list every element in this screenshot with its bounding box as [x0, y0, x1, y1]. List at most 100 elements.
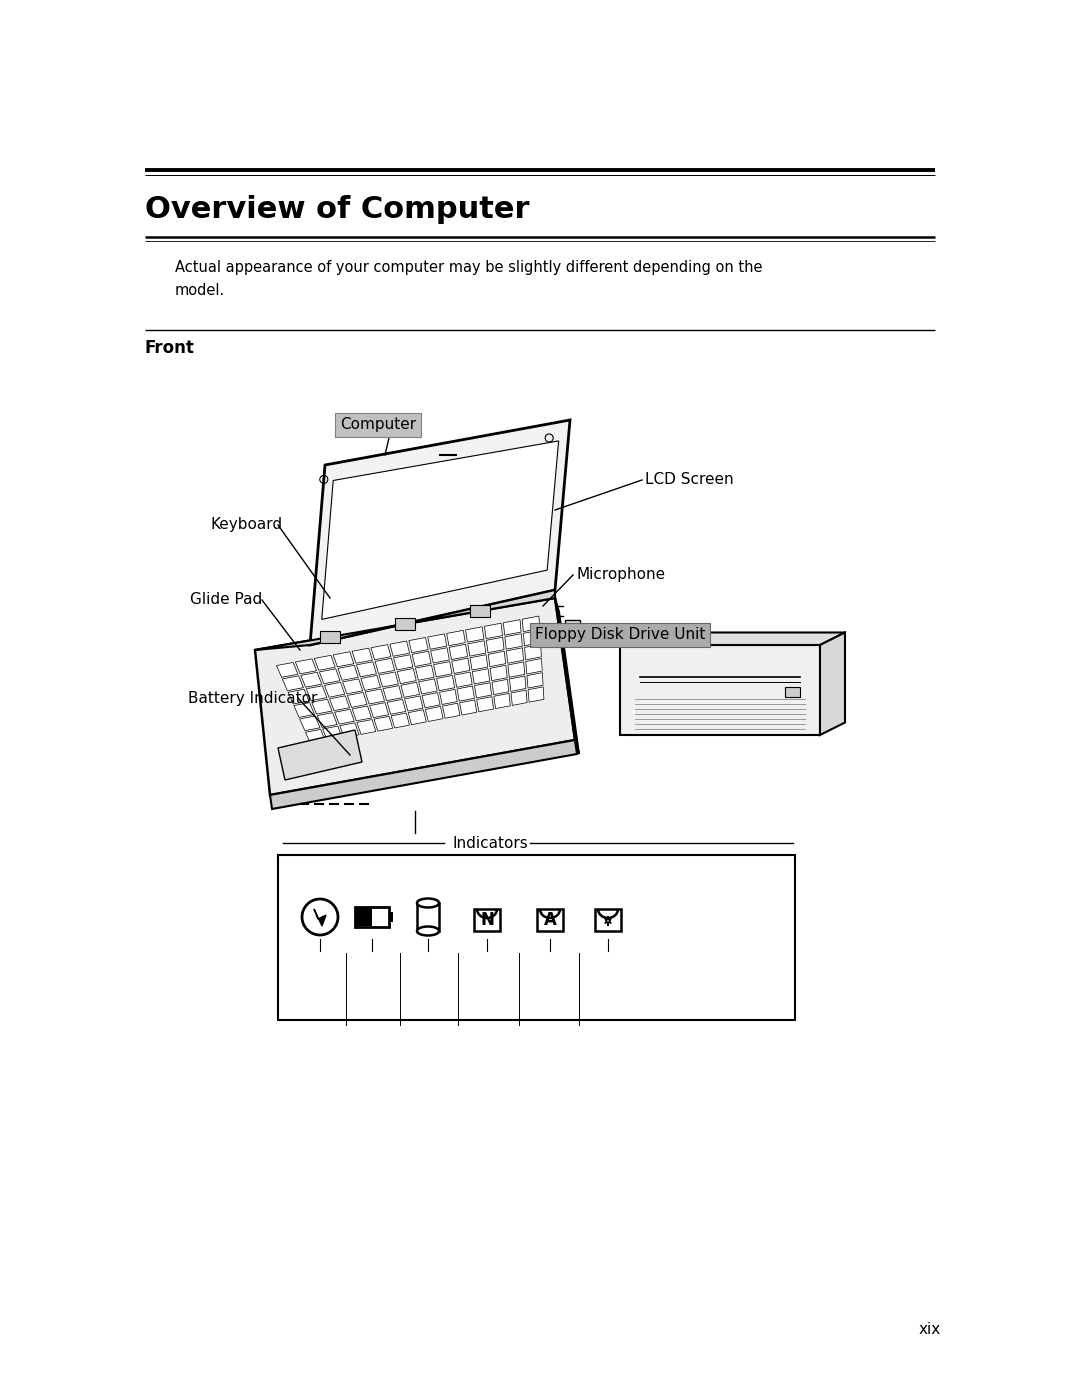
Polygon shape	[449, 644, 468, 659]
Polygon shape	[474, 683, 491, 698]
Polygon shape	[526, 658, 542, 673]
Polygon shape	[288, 689, 309, 704]
Ellipse shape	[417, 926, 438, 936]
Polygon shape	[334, 652, 354, 666]
Polygon shape	[447, 630, 465, 645]
Polygon shape	[494, 693, 511, 708]
Text: Actual appearance of your computer may be slightly different depending on the
mo: Actual appearance of your computer may b…	[175, 260, 762, 299]
Bar	[395, 617, 415, 630]
Polygon shape	[329, 696, 350, 711]
Polygon shape	[465, 627, 484, 643]
Polygon shape	[314, 655, 335, 671]
Polygon shape	[282, 676, 303, 690]
Text: xix: xix	[919, 1323, 941, 1337]
Text: A: A	[543, 911, 556, 929]
Polygon shape	[397, 669, 416, 683]
Polygon shape	[413, 651, 431, 666]
Polygon shape	[528, 687, 544, 703]
Polygon shape	[374, 717, 393, 731]
Polygon shape	[443, 703, 460, 718]
Polygon shape	[276, 662, 298, 678]
Bar	[355, 907, 389, 928]
Polygon shape	[426, 707, 443, 721]
Bar	[565, 620, 580, 636]
Text: Caps Lock: Caps Lock	[515, 963, 585, 977]
Polygon shape	[296, 659, 316, 673]
Polygon shape	[504, 634, 523, 650]
Polygon shape	[460, 700, 476, 715]
Polygon shape	[511, 690, 527, 705]
Text: Overview of Computer: Overview of Computer	[145, 196, 529, 224]
Polygon shape	[436, 676, 455, 690]
Polygon shape	[294, 703, 314, 717]
Text: Battery Power: Battery Power	[351, 1000, 449, 1014]
Polygon shape	[348, 693, 367, 707]
Polygon shape	[488, 651, 505, 666]
Polygon shape	[352, 648, 373, 664]
Polygon shape	[356, 719, 376, 735]
Polygon shape	[468, 641, 486, 657]
Bar	[537, 909, 563, 930]
Polygon shape	[503, 620, 521, 636]
Polygon shape	[476, 697, 494, 712]
Polygon shape	[523, 616, 540, 631]
Polygon shape	[485, 623, 502, 638]
Bar	[320, 631, 340, 643]
Polygon shape	[383, 686, 402, 701]
Polygon shape	[306, 729, 325, 745]
Polygon shape	[409, 637, 428, 652]
Bar	[389, 912, 393, 922]
Polygon shape	[361, 675, 380, 690]
Bar	[785, 686, 800, 697]
Polygon shape	[314, 909, 326, 926]
Polygon shape	[405, 696, 423, 711]
Polygon shape	[387, 700, 406, 714]
Bar	[470, 605, 490, 617]
Polygon shape	[372, 644, 391, 659]
Ellipse shape	[636, 636, 654, 645]
Polygon shape	[434, 662, 451, 676]
Text: Num Lock: Num Lock	[453, 1000, 522, 1014]
Polygon shape	[486, 637, 504, 652]
Polygon shape	[255, 590, 555, 650]
Bar	[474, 909, 500, 930]
Polygon shape	[555, 598, 579, 754]
Polygon shape	[508, 662, 525, 678]
Polygon shape	[270, 740, 577, 809]
Polygon shape	[352, 705, 372, 721]
Polygon shape	[490, 665, 508, 680]
Polygon shape	[369, 703, 389, 718]
Polygon shape	[390, 641, 409, 657]
Polygon shape	[375, 658, 394, 673]
Polygon shape	[507, 648, 524, 664]
Polygon shape	[307, 686, 327, 701]
Polygon shape	[455, 672, 472, 687]
Polygon shape	[457, 686, 474, 701]
Polygon shape	[391, 712, 409, 728]
Polygon shape	[356, 662, 377, 676]
Polygon shape	[408, 710, 427, 725]
Text: Floppy Disk Drive Unit: Floppy Disk Drive Unit	[535, 627, 705, 643]
Polygon shape	[527, 673, 543, 689]
Polygon shape	[401, 682, 419, 697]
Polygon shape	[422, 693, 440, 708]
Polygon shape	[300, 717, 320, 731]
Text: Battery Indicator: Battery Indicator	[188, 690, 318, 705]
Polygon shape	[335, 710, 354, 724]
Polygon shape	[440, 689, 457, 704]
Text: N: N	[481, 911, 494, 929]
Polygon shape	[342, 679, 363, 694]
Bar	[417, 902, 438, 930]
Polygon shape	[393, 655, 413, 671]
Polygon shape	[379, 672, 399, 687]
Polygon shape	[310, 420, 570, 645]
Text: Power: Power	[299, 963, 341, 977]
Bar	[595, 909, 621, 930]
Polygon shape	[451, 658, 470, 673]
Polygon shape	[301, 672, 322, 687]
Bar	[278, 855, 795, 1020]
Polygon shape	[510, 676, 526, 692]
Polygon shape	[323, 726, 342, 740]
Polygon shape	[324, 682, 345, 697]
Polygon shape	[365, 689, 384, 704]
